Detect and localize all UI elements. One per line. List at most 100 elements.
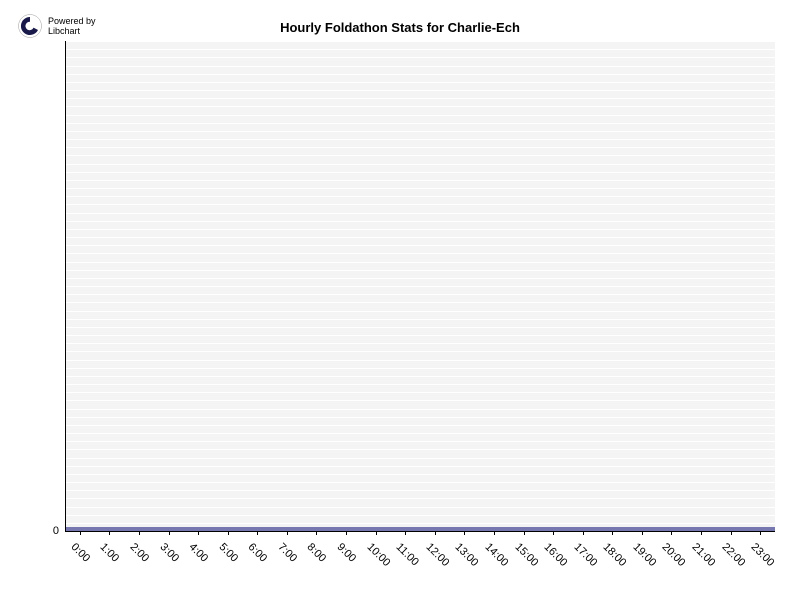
x-tick-label: 10:00	[364, 541, 392, 569]
x-tick	[228, 531, 229, 535]
x-tick	[435, 531, 436, 535]
grid-line	[65, 204, 775, 205]
y-tick-label: 0	[29, 525, 65, 537]
x-tick	[169, 531, 170, 535]
grid-line	[65, 131, 775, 132]
grid-line	[65, 302, 775, 303]
x-tick	[257, 531, 258, 535]
x-tick	[612, 531, 613, 535]
x-tick	[671, 531, 672, 535]
grid-line	[65, 82, 775, 83]
bar-baseline-band	[66, 527, 775, 531]
grid-line	[65, 172, 775, 173]
chart-title: Hourly Foldathon Stats for Charlie-Ech	[0, 20, 800, 35]
grid-line	[65, 360, 775, 361]
plot-bg	[65, 41, 775, 531]
grid-line	[65, 474, 775, 475]
grid-line	[65, 490, 775, 491]
grid-line	[65, 278, 775, 279]
grid-line	[65, 237, 775, 238]
x-tick	[287, 531, 288, 535]
grid-line	[65, 106, 775, 107]
x-tick-label: 15:00	[512, 541, 540, 569]
x-tick-label: 1:00	[98, 541, 122, 565]
x-tick-label: 17:00	[571, 541, 599, 569]
x-tick-label: 6:00	[246, 541, 270, 565]
x-tick	[583, 531, 584, 535]
grid-line	[65, 115, 775, 116]
y-axis	[65, 41, 66, 531]
grid-line	[65, 164, 775, 165]
x-tick	[109, 531, 110, 535]
x-tick-label: 12:00	[423, 541, 451, 569]
grid-line	[65, 139, 775, 140]
grid-line	[65, 523, 775, 524]
grid-line	[65, 286, 775, 287]
grid-line	[65, 221, 775, 222]
x-tick	[80, 531, 81, 535]
grid-line	[65, 343, 775, 344]
grid-line	[65, 49, 775, 50]
grid-line	[65, 400, 775, 401]
grid-line	[65, 376, 775, 377]
grid-line	[65, 98, 775, 99]
grid-line	[65, 507, 775, 508]
x-tick	[316, 531, 317, 535]
x-tick	[494, 531, 495, 535]
plot-area: 00:001:002:003:004:005:006:007:008:009:0…	[65, 40, 775, 532]
grid-line	[65, 384, 775, 385]
grid-line	[65, 253, 775, 254]
grid-line	[65, 458, 775, 459]
x-tick	[405, 531, 406, 535]
x-tick	[346, 531, 347, 535]
x-tick-label: 0:00	[68, 541, 92, 565]
grid-line	[65, 270, 775, 271]
x-tick	[642, 531, 643, 535]
grid-line	[65, 155, 775, 156]
x-tick-label: 2:00	[127, 541, 151, 565]
grid-line	[65, 425, 775, 426]
grid-line	[65, 319, 775, 320]
x-tick	[760, 531, 761, 535]
grid-line	[65, 433, 775, 434]
grid-line	[65, 262, 775, 263]
x-tick-label: 11:00	[394, 541, 421, 568]
x-tick-label: 23:00	[749, 541, 777, 569]
x-tick-label: 19:00	[630, 541, 658, 569]
x-tick	[524, 531, 525, 535]
grid-line	[65, 229, 775, 230]
grid-line	[65, 327, 775, 328]
chart-container: Powered by Libchart Hourly Foldathon Sta…	[0, 0, 800, 600]
grid-line	[65, 311, 775, 312]
x-tick-label: 8:00	[305, 541, 329, 565]
grid-line	[65, 57, 775, 58]
grid-line	[65, 196, 775, 197]
x-tick-label: 9:00	[335, 541, 359, 565]
x-axis	[65, 531, 775, 532]
grid-line	[65, 147, 775, 148]
x-tick-label: 21:00	[690, 541, 718, 569]
grid-line	[65, 188, 775, 189]
grid-line	[65, 482, 775, 483]
x-tick-label: 16:00	[542, 541, 570, 569]
x-tick	[198, 531, 199, 535]
grid-line	[65, 368, 775, 369]
grid-line	[65, 90, 775, 91]
x-tick	[553, 531, 554, 535]
grid-line	[65, 351, 775, 352]
grid-line	[65, 41, 775, 42]
grid-line	[65, 515, 775, 516]
grid-line	[65, 294, 775, 295]
x-tick-label: 13:00	[453, 541, 481, 569]
x-tick-label: 5:00	[216, 541, 240, 565]
x-tick-label: 22:00	[719, 541, 747, 569]
grid-line	[65, 66, 775, 67]
x-tick	[376, 531, 377, 535]
grid-line	[65, 449, 775, 450]
grid-line	[65, 335, 775, 336]
grid-line	[65, 392, 775, 393]
x-tick-label: 7:00	[275, 541, 299, 565]
x-tick	[464, 531, 465, 535]
grid-line	[65, 245, 775, 246]
x-tick	[701, 531, 702, 535]
